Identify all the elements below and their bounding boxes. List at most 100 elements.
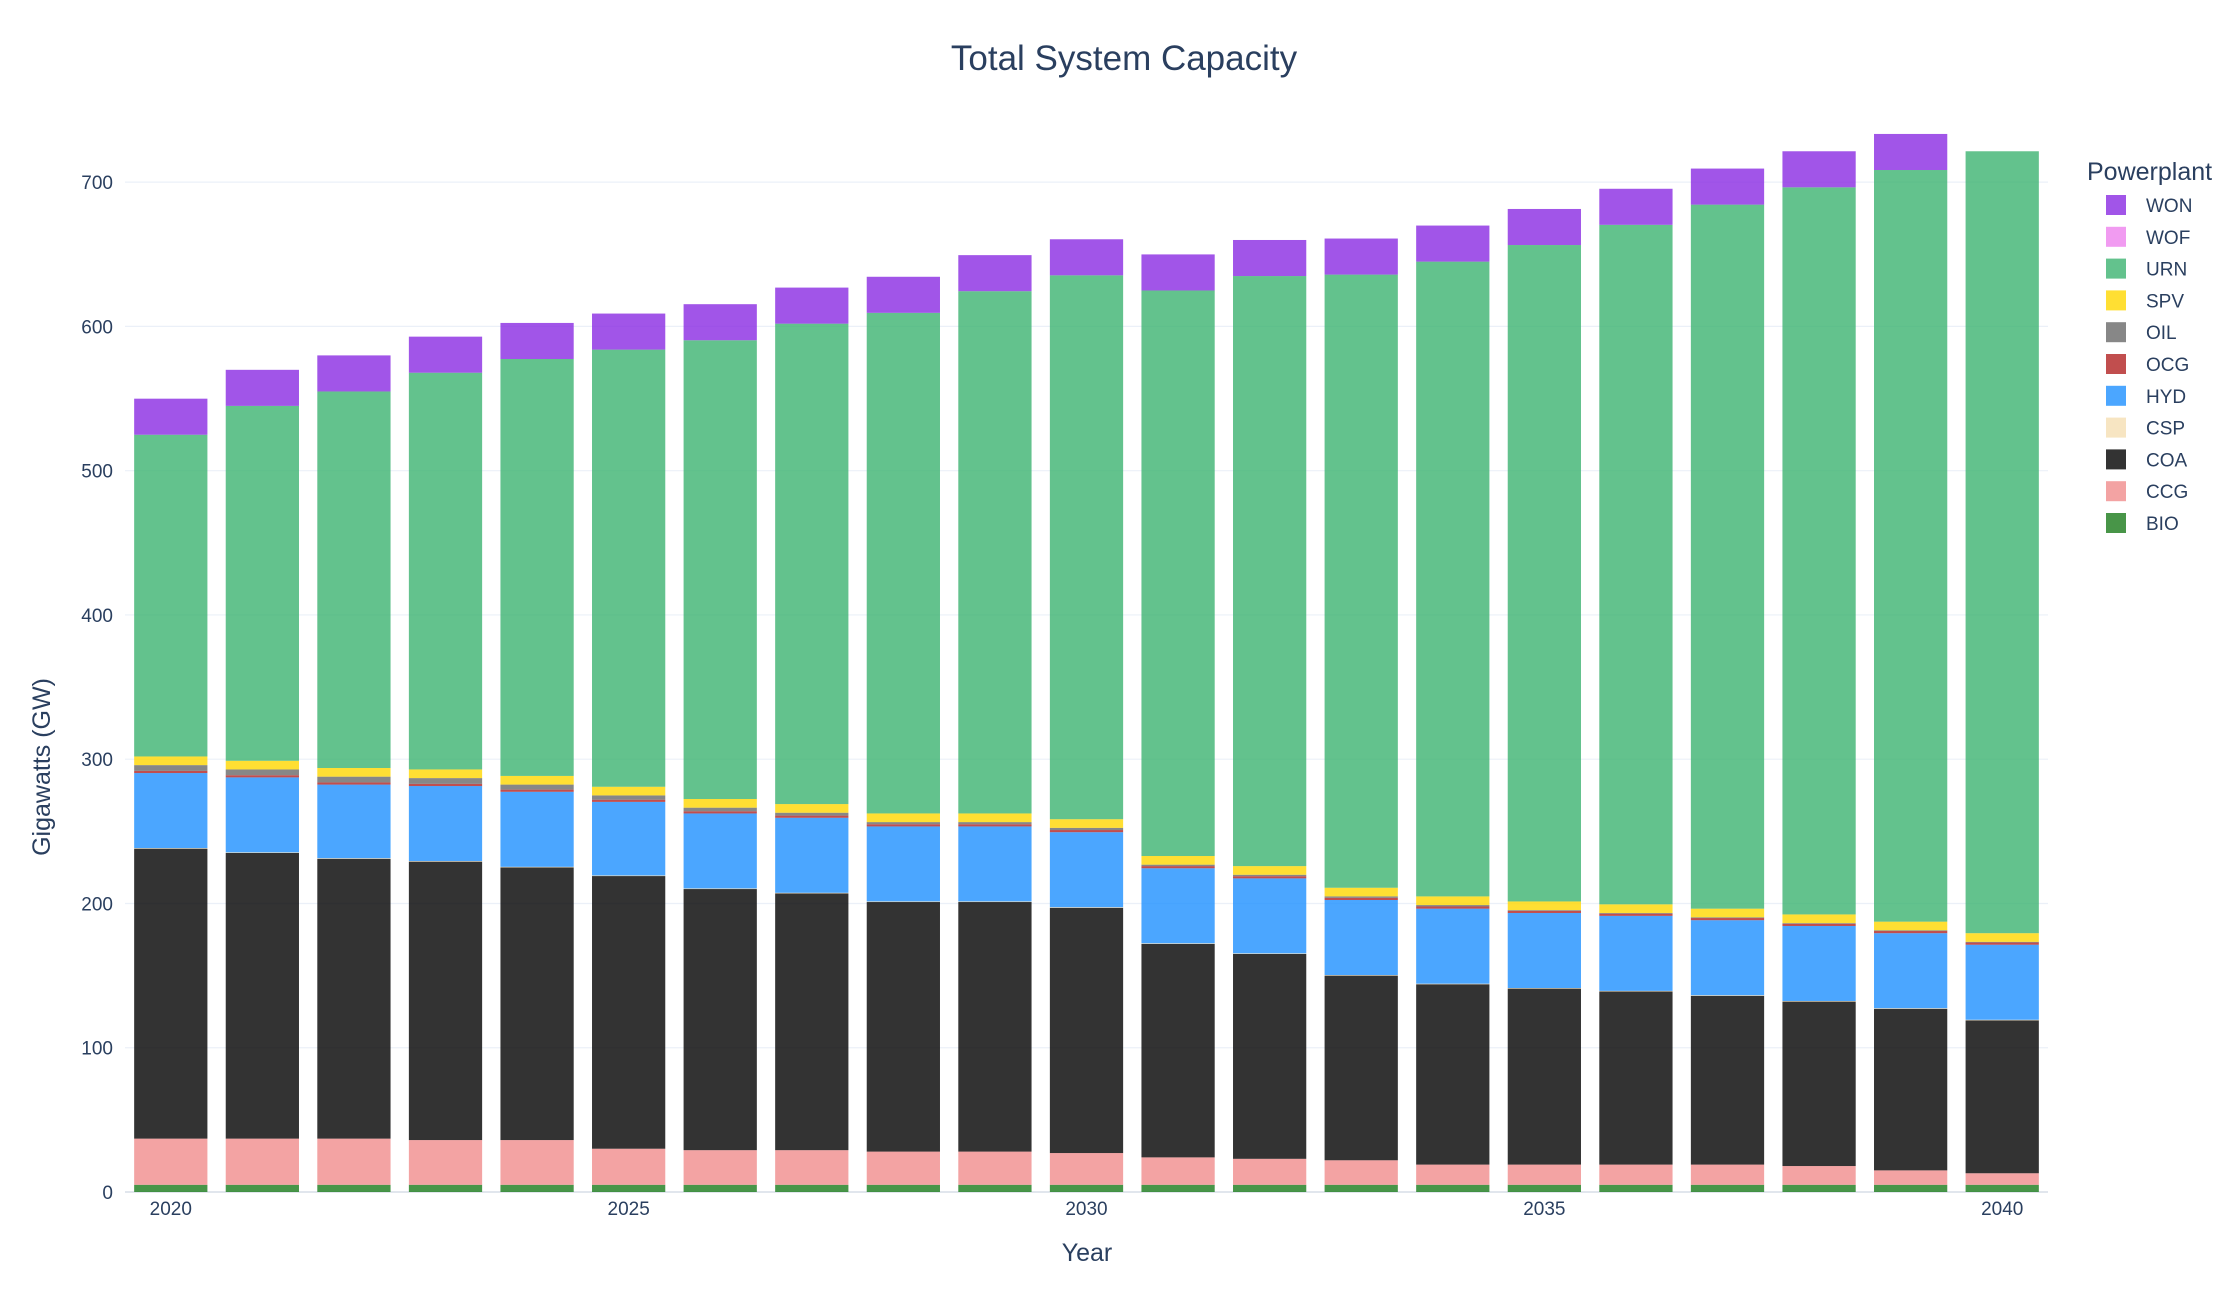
bar-segment-ocg-2038 [1782, 923, 1856, 926]
bar-segment-oil-2028 [866, 822, 940, 825]
legend-swatch [2106, 290, 2126, 311]
bar-segment-ocg-2023 [408, 783, 483, 787]
y-tick-label: 600 [81, 317, 113, 338]
legend-item-won[interactable]: WON [2106, 195, 2192, 217]
bar-segment-urn-2020 [134, 434, 208, 757]
bar-segment-spv-2027 [775, 804, 849, 813]
bar-segment-coa-2033 [1324, 975, 1398, 1161]
x-tick-label: 2035 [1523, 1199, 1565, 1220]
bar-segment-spv-2028 [866, 813, 940, 823]
y-tick-label: 300 [81, 750, 113, 771]
bar-segment-ccg-2032 [1233, 1158, 1307, 1185]
bar-segment-bio-2033 [1324, 1184, 1398, 1192]
legend-swatch [2106, 258, 2126, 279]
bar-segment-csp-2023 [408, 861, 483, 862]
bar-segment-coa-2036 [1599, 991, 1673, 1165]
bar-segment-oil-2025 [592, 795, 666, 800]
legend-swatch [2106, 513, 2126, 533]
bar-segment-oil-2035 [1507, 910, 1581, 911]
bar-segment-bio-2034 [1416, 1184, 1490, 1192]
bar-segment-urn-2037 [1690, 204, 1765, 909]
bar-segment-ccg-2030 [1049, 1153, 1124, 1185]
bar-segment-oil-2023 [408, 778, 483, 784]
bar-segment-bio-2030 [1049, 1184, 1124, 1192]
bar-segment-csp-2020 [134, 848, 208, 849]
bar-segment-oil-2020 [134, 765, 208, 771]
bar-segment-coa-2034 [1416, 984, 1490, 1165]
bar-segment-csp-2028 [866, 901, 940, 903]
bar-segment-bio-2028 [866, 1184, 940, 1192]
bar-segment-hyd-2038 [1782, 925, 1856, 1001]
bar-segment-spv-2026 [683, 799, 757, 808]
bar-segment-ccg-2025 [592, 1148, 666, 1185]
legend-item-coa[interactable]: COA [2106, 449, 2188, 471]
bar-segment-coa-2035 [1507, 988, 1581, 1165]
legend-label: OCG [2146, 355, 2189, 376]
bar-segment-oil-2039 [1874, 930, 1948, 932]
y-tick-label: 0 [102, 1183, 113, 1204]
bar-segment-csp-2024 [500, 866, 574, 868]
bar-segment-csp-2033 [1324, 975, 1398, 976]
legend-item-hyd[interactable]: HYD [2106, 385, 2186, 408]
legend-swatch [2106, 481, 2126, 502]
bar-segment-won-2023 [408, 336, 483, 373]
bar-segment-won-2029 [958, 255, 1032, 292]
bar-segment-urn-2039 [1874, 170, 1948, 922]
legend-item-ccg[interactable]: CCG [2106, 481, 2188, 503]
bar-segment-ocg-2020 [134, 770, 208, 774]
legend-item-wof[interactable]: WOF [2106, 226, 2190, 249]
bar-segment-hyd-2020 [134, 773, 208, 849]
bar-segment-spv-2022 [317, 768, 391, 777]
bar-segment-csp-2021 [225, 852, 299, 853]
bar-segment-csp-2026 [683, 888, 757, 890]
bar-segment-ocg-2021 [225, 775, 299, 778]
bar-segment-won-2036 [1599, 188, 1673, 225]
y-tick-label: 700 [81, 173, 113, 194]
bar-segment-ccg-2029 [958, 1151, 1032, 1185]
legend-label: OIL [2146, 323, 2177, 344]
bar-segment-hyd-2037 [1690, 920, 1765, 996]
bar-segment-ocg-2030 [1049, 830, 1124, 833]
bar-segment-ccg-2028 [866, 1151, 940, 1185]
bar-segment-coa-2038 [1782, 1001, 1856, 1167]
bar-segment-ccg-2024 [500, 1140, 574, 1185]
bar-segment-won-2032 [1233, 239, 1307, 277]
bar-segment-coa-2020 [134, 848, 208, 1139]
bar-segment-coa-2039 [1874, 1008, 1948, 1171]
bar-segment-hyd-2026 [683, 813, 757, 889]
bar-segment-won-2022 [317, 355, 391, 392]
bar-segment-ccg-2034 [1416, 1164, 1490, 1185]
bar-segment-won-2027 [775, 287, 849, 324]
bar-segment-spv-2037 [1690, 908, 1765, 918]
bar-segment-csp-2036 [1599, 990, 1673, 992]
bar-segment-spv-2035 [1507, 901, 1581, 911]
bar-segment-spv-2030 [1049, 819, 1124, 828]
bar-segment-won-2024 [500, 322, 574, 360]
bar-segment-spv-2024 [500, 775, 574, 785]
bar-segment-bio-2037 [1690, 1184, 1765, 1192]
legend-item-urn[interactable]: URN [2106, 258, 2187, 281]
bar-segment-coa-2028 [866, 902, 940, 1152]
bar-segment-urn-2026 [683, 340, 757, 800]
legend-item-spv[interactable]: SPV [2106, 290, 2184, 312]
bar-segment-won-2031 [1141, 254, 1215, 291]
legend-label: BIO [2146, 514, 2179, 535]
legend-item-csp[interactable]: CSP [2106, 417, 2185, 440]
bar-segment-ccg-2038 [1782, 1166, 1856, 1185]
bar-segment-csp-2030 [1049, 907, 1124, 908]
bar-segment-ocg-2025 [592, 799, 666, 802]
x-tick-label: 2030 [1065, 1199, 1107, 1220]
bar-segment-urn-2024 [500, 359, 574, 776]
bar-segment-urn-2032 [1233, 276, 1307, 867]
bar-segment-spv-2038 [1782, 914, 1856, 924]
bar-segment-ocg-2026 [683, 811, 757, 814]
legend-item-oil[interactable]: OIL [2106, 322, 2177, 344]
bar-segment-bio-2032 [1233, 1184, 1307, 1192]
bar-segment-bio-2029 [958, 1184, 1032, 1192]
bar-segment-hyd-2029 [958, 826, 1032, 902]
bar-segment-won-2025 [592, 313, 666, 350]
legend-item-bio[interactable]: BIO [2106, 513, 2179, 535]
bar-segment-ocg-2022 [317, 782, 391, 785]
legend-item-ocg[interactable]: OCG [2106, 354, 2189, 376]
y-axis-ticks: 0 100 200 300 400 500 600 700 [81, 173, 113, 1204]
